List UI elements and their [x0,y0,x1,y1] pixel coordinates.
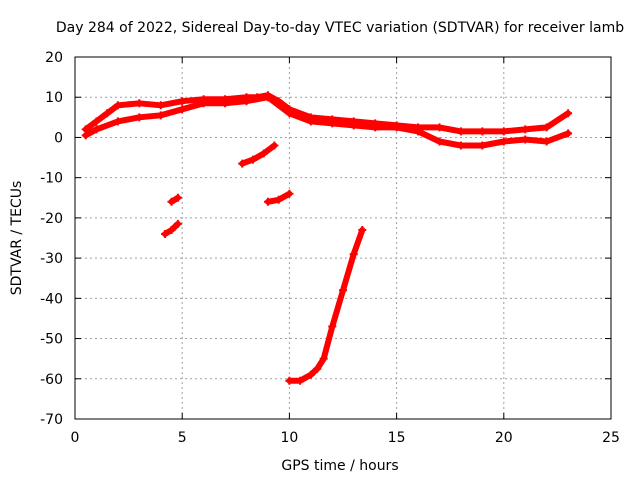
series-arc-short-2 [167,193,182,206]
y-tick-label: 0 [54,130,63,146]
data-point [435,137,444,146]
y-tick-label: -10 [40,171,63,187]
data-point [542,137,551,146]
data-point [285,376,294,385]
y-tick-label: -50 [40,332,63,348]
data-point [306,370,315,379]
data-point [156,111,165,120]
data-point [167,197,176,206]
y-tick-label: 10 [45,90,63,106]
data-point [521,125,530,134]
series-steep-arc [285,225,367,385]
data-point [173,219,182,228]
data-point [456,141,465,150]
data-point [156,101,165,110]
data-point [178,97,187,106]
y-tick-label: -60 [40,372,63,388]
data-point [435,123,444,132]
data-point [328,322,337,331]
data-point [328,119,337,128]
data-point [456,127,465,136]
x-tick-label: 10 [280,430,298,446]
data-point [263,197,272,206]
data-point [319,354,328,363]
data-point [113,101,122,110]
data-point [135,99,144,108]
data-point [81,131,90,140]
x-tick-label: 15 [388,430,406,446]
data-point [103,109,112,118]
data-point [285,109,294,118]
data-point [306,117,315,126]
series-arc-short-3 [238,141,279,168]
data-point [161,229,170,238]
data-point [263,93,272,102]
data-point [499,127,508,136]
y-tick-label: -20 [40,211,63,227]
data-point [349,121,358,130]
data-point [371,123,380,132]
plot-frame [74,56,612,420]
marks-layer [81,91,573,385]
x-axis-label: GPS time / hours [281,458,398,474]
data-point [199,99,208,108]
data-point [313,364,322,373]
data-point [349,250,358,259]
data-point [285,189,294,198]
y-axis-label: SDTVAR / TECUs [9,181,25,296]
data-point [564,129,573,138]
data-point [339,286,347,295]
data-point [238,159,247,168]
data-point [173,193,182,202]
x-tick-label: 25 [602,430,620,446]
data-point [499,137,508,146]
data-point [274,195,283,204]
chart-title: Day 284 of 2022, Sidereal Day-to-day VTE… [56,20,624,36]
ticks-layer: 0 5 10 15 20 25 20 10 0 -10 -20 -30 -40 -50 -60 -70 [40,50,620,446]
data-point [478,127,487,136]
data-point [178,105,187,114]
data-point [542,123,551,132]
data-point [358,225,367,234]
y-tick-label: 20 [45,50,63,66]
data-point [221,99,230,108]
x-tick-label: 20 [495,430,513,446]
data-point [167,225,176,234]
y-tick-label: -40 [40,291,63,307]
data-point [414,127,423,136]
series-main-band-lower [81,93,573,150]
data-point [113,117,122,126]
y-tick-label: -70 [40,412,63,428]
data-point [270,141,279,150]
series-arc-short-4 [263,189,294,206]
data-point [248,155,257,164]
data-point [92,117,101,126]
series-arc-short-1 [161,219,182,238]
series-main-band-upper [81,91,573,136]
x-tick-label: 5 [178,430,187,446]
x-tick-label: 0 [71,430,80,446]
data-point [392,123,401,132]
data-point [259,149,268,158]
data-point [564,109,573,118]
series-trace [239,142,278,167]
data-point [521,135,530,144]
data-point [135,113,144,122]
data-point [242,97,251,106]
data-point [296,376,305,385]
data-point [478,141,487,150]
data-point [92,125,101,134]
y-tick-label: -30 [40,251,63,267]
